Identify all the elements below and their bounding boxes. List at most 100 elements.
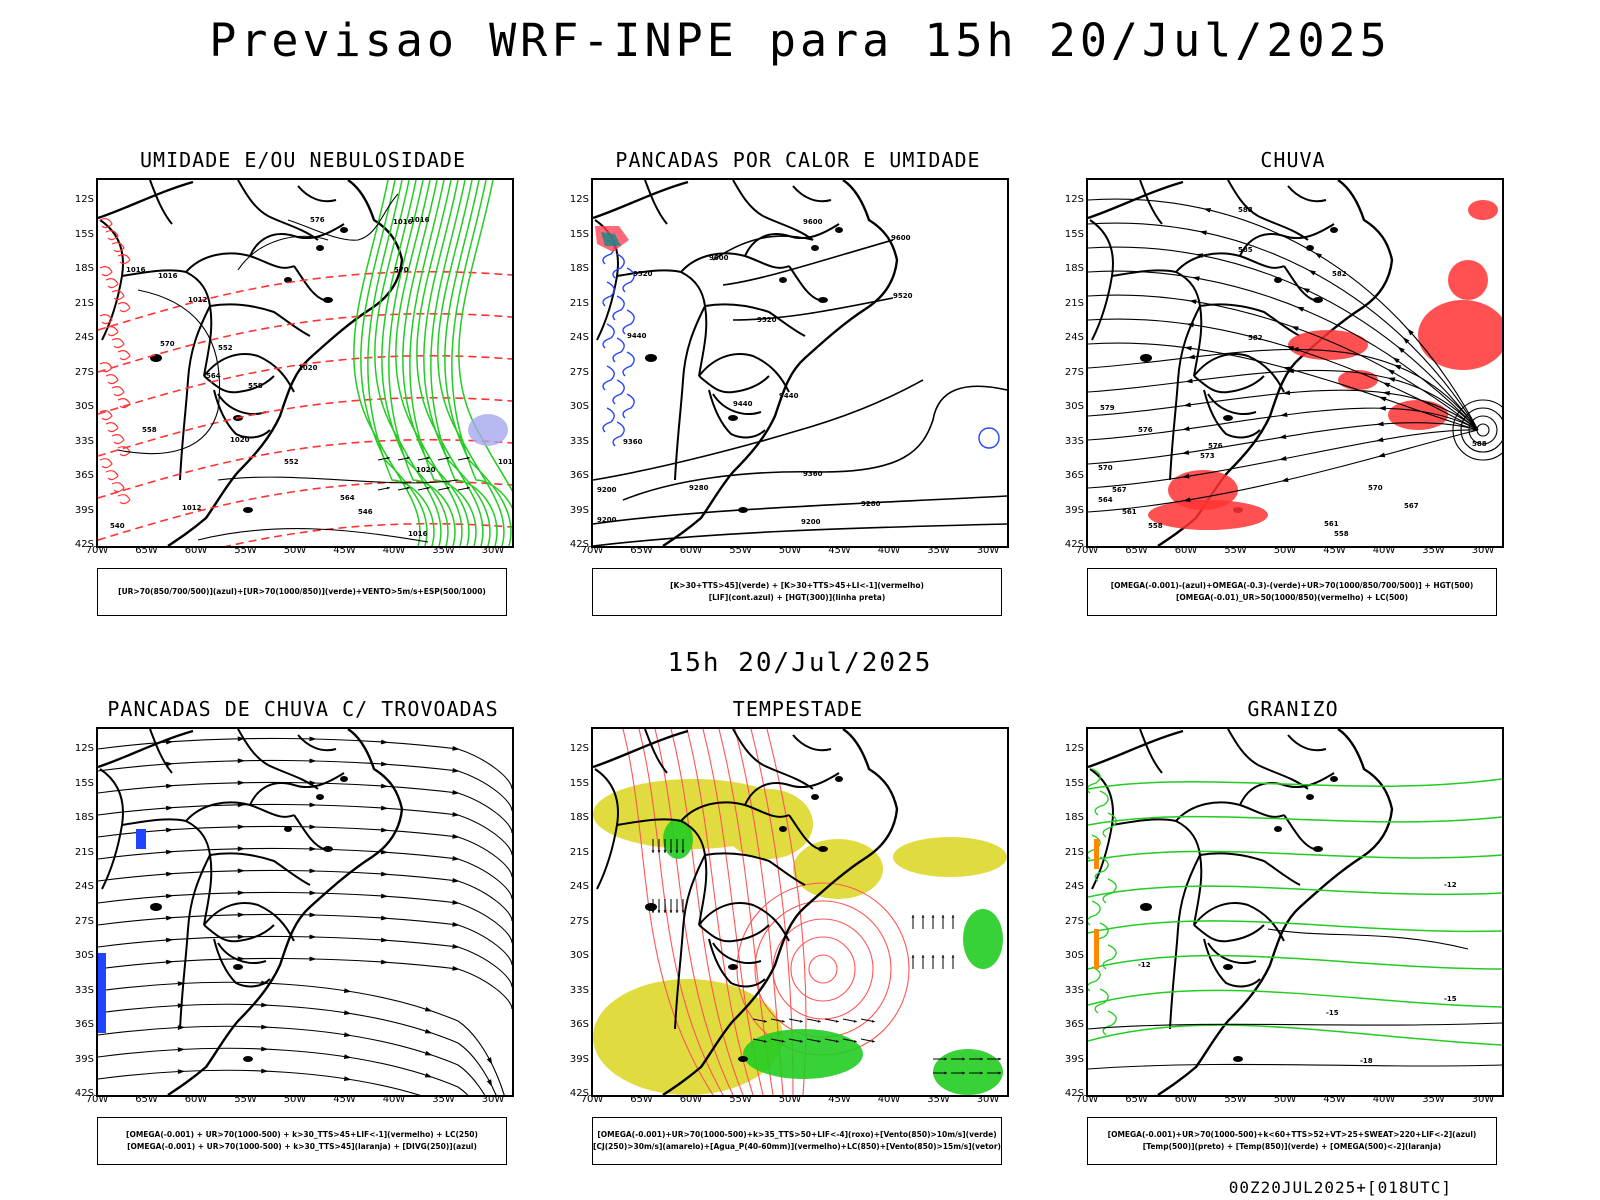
flow-arrow xyxy=(424,1028,433,1034)
country-border xyxy=(698,924,770,943)
wind-arrowhead xyxy=(941,955,945,958)
contour-label: 570 xyxy=(1368,484,1383,492)
country-border xyxy=(788,265,820,301)
flow-arrow xyxy=(1199,230,1207,236)
legend-line: [OMEGA(-0.001)+UR>70(1000-500)+k>35_TTS>… xyxy=(597,1130,997,1139)
lake-shape xyxy=(340,227,348,233)
flow-arrow xyxy=(486,1057,493,1065)
flow-arrow xyxy=(309,824,317,830)
contour-label: 9440 xyxy=(627,332,647,340)
lon-tick-label: 55W xyxy=(1224,1094,1247,1105)
lon-tick-label: 50W xyxy=(283,1094,307,1105)
lat-tick-label: 36S xyxy=(569,1019,589,1030)
flow-arrow xyxy=(1183,402,1191,408)
flow-arrow xyxy=(380,849,389,855)
flow-arrow xyxy=(452,877,460,883)
panel-title-tempestade: TEMPESTADE xyxy=(732,697,864,721)
wind-arrowhead xyxy=(853,1039,857,1043)
flow-arrow xyxy=(309,802,317,808)
lat-tick-label: 15S xyxy=(74,228,94,240)
coastline xyxy=(593,180,899,546)
flow-arrow xyxy=(1376,437,1384,442)
contour-line xyxy=(105,422,119,433)
lon-tick-label: 45W xyxy=(333,1094,356,1105)
contour-line xyxy=(612,421,625,447)
country-border xyxy=(1193,924,1265,943)
contour-label: 1016 xyxy=(410,216,430,224)
wind-arrowhead xyxy=(386,486,390,490)
flow-arrow xyxy=(1181,450,1190,455)
country-border xyxy=(732,180,764,217)
lake-shape xyxy=(316,245,324,251)
contour-line xyxy=(622,351,635,377)
contour-line xyxy=(1088,885,1502,898)
contour-label: 588 xyxy=(1472,440,1487,448)
lake-shape xyxy=(1313,297,1323,303)
contour-line xyxy=(1088,1024,1502,1046)
flow-arrow xyxy=(309,934,317,940)
country-border xyxy=(1175,801,1285,822)
lon-tick-label: 45W xyxy=(828,1094,851,1105)
lake-shape xyxy=(728,415,738,421)
contour-line xyxy=(99,314,113,325)
wind-arrowhead xyxy=(980,1071,983,1075)
country-border xyxy=(297,734,337,752)
flow-arrow xyxy=(380,915,389,921)
lat-tick-label: 21S xyxy=(74,297,94,309)
flow-arrow xyxy=(452,833,460,839)
contour-line xyxy=(622,393,635,419)
flow-arrow xyxy=(1184,346,1192,351)
flow-arrow xyxy=(380,783,389,789)
lon-tick-label: 60W xyxy=(1174,545,1198,556)
lake-shape xyxy=(645,903,657,911)
contour-line xyxy=(1267,928,1469,950)
contour-label: 582 xyxy=(1332,270,1347,278)
flow-arrow xyxy=(1387,369,1395,375)
contour-line xyxy=(1094,790,1109,816)
lat-tick-label: 24S xyxy=(569,332,589,343)
flow-arrow xyxy=(452,921,460,927)
streamline-850 xyxy=(790,936,856,1002)
precip-area xyxy=(1338,370,1378,390)
flow-arrow xyxy=(1378,396,1387,402)
lon-tick-label: 40W xyxy=(877,545,901,556)
flow-arrow xyxy=(309,956,317,962)
contour-label: 558 xyxy=(248,382,263,390)
contour-line xyxy=(99,218,113,229)
flow-arrow xyxy=(380,893,389,899)
contour-line xyxy=(622,309,635,335)
contour-label: 9600 xyxy=(803,218,823,226)
flow-arrow xyxy=(261,1002,269,1008)
lake-shape xyxy=(779,277,787,283)
lon-tick-label: 70W xyxy=(1075,1094,1099,1105)
flow-arrow xyxy=(165,805,174,811)
lon-tick-label: 70W xyxy=(580,1094,604,1105)
country-border xyxy=(121,818,213,926)
country-border xyxy=(732,729,764,766)
contour-line xyxy=(1088,989,1502,1008)
panel-title-pancadas-calor: PANCADAS POR CALOR E UMIDADE xyxy=(615,148,981,172)
country-border xyxy=(792,734,832,752)
streamline xyxy=(98,891,512,944)
lat-tick-label: 27S xyxy=(1064,366,1084,378)
wind-arrowhead xyxy=(675,910,679,913)
flow-arrow xyxy=(237,780,245,786)
flow-arrow xyxy=(1378,405,1386,411)
lon-tick-label: 35W xyxy=(1422,545,1445,556)
contour-label: 9440 xyxy=(733,400,753,408)
flow-arrow xyxy=(261,1046,269,1052)
lake-shape xyxy=(316,794,324,800)
contour-label: 567 xyxy=(1404,502,1419,510)
legend-line: [CJ(250)>30m/s](amarelo)+[Agua_P(40-60mm… xyxy=(593,1142,1001,1151)
jet-area xyxy=(593,979,783,1095)
precip-area xyxy=(1448,260,1488,300)
lat-tick-label: 21S xyxy=(569,846,589,858)
lat-tick-label: 12S xyxy=(1064,194,1084,205)
contour-label: -15 xyxy=(1444,995,1457,1003)
country-border xyxy=(203,924,275,943)
wind-arrowhead xyxy=(911,955,915,958)
flow-arrow xyxy=(380,827,389,833)
flow-arrow xyxy=(177,1025,186,1031)
strong-wind-area xyxy=(663,819,693,859)
contour-label: 558 xyxy=(1148,522,1163,530)
